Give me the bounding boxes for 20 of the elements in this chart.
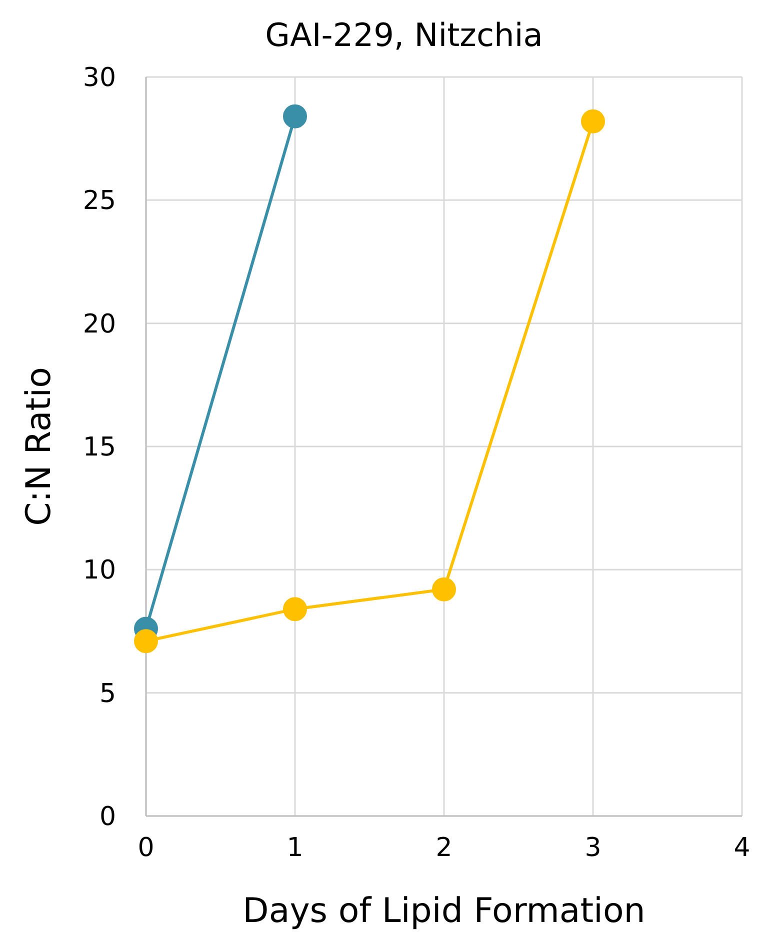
y-tick-label: 5 <box>99 678 116 709</box>
y-tick-label: 20 <box>82 309 116 340</box>
y-axis-title: C:N Ratio <box>19 367 59 526</box>
point <box>581 109 605 134</box>
x-tick-label: 3 <box>584 833 602 863</box>
y-tick-label: 30 <box>82 63 116 93</box>
y-tick-label: 15 <box>82 432 116 462</box>
y-tick-label: 10 <box>82 556 116 586</box>
point <box>134 629 158 654</box>
point <box>432 577 456 602</box>
x-tick-label: 4 <box>734 833 750 863</box>
x-tick-label: 0 <box>138 833 154 863</box>
point <box>283 597 307 622</box>
y-tick-label: 25 <box>82 186 116 216</box>
point <box>283 104 307 128</box>
chart-title: GAI-229, Nitzchia <box>265 16 543 54</box>
x-axis-title: Days of Lipid Formation <box>242 891 646 931</box>
x-tick-label: 1 <box>286 833 304 863</box>
x-tick-label: 2 <box>436 833 452 863</box>
y-tick-label: 0 <box>99 802 116 832</box>
